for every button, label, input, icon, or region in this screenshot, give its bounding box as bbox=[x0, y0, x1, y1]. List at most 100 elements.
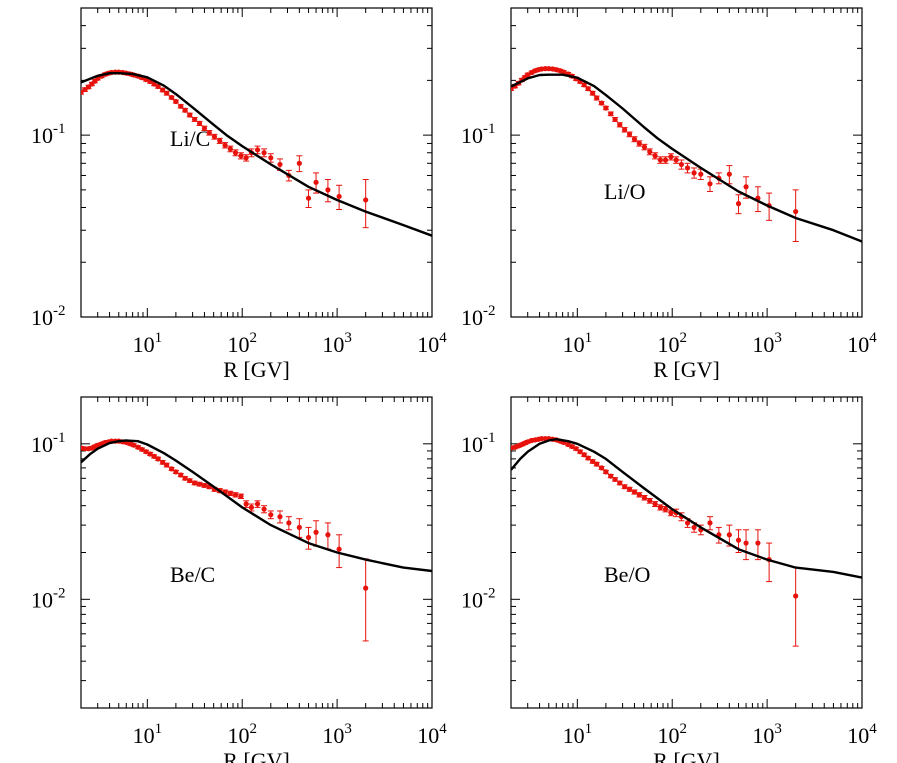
data-point bbox=[178, 103, 184, 109]
data-point bbox=[585, 455, 591, 461]
data-point bbox=[254, 147, 261, 153]
y-tick-label: 10-1 bbox=[31, 430, 66, 457]
panel-be-c: 101 102 103 104 10-2 10-1 R [GV] Be/C bbox=[31, 396, 447, 763]
data-point bbox=[227, 490, 233, 496]
data-point bbox=[268, 512, 274, 518]
data-point bbox=[147, 451, 153, 457]
data-point bbox=[168, 466, 175, 472]
x-axis-label: R [GV] bbox=[223, 748, 290, 763]
data-point bbox=[755, 540, 761, 546]
model-curve bbox=[511, 73, 862, 243]
panel-li-o: 101 102 103 104 10-2 10-1 R [GV] Li/O bbox=[461, 7, 877, 382]
data-point bbox=[238, 493, 244, 499]
x-tick-label: 102 bbox=[227, 721, 257, 748]
data-point bbox=[598, 465, 605, 471]
x-tick-label: 103 bbox=[322, 721, 352, 748]
data-point bbox=[662, 506, 669, 512]
data-point bbox=[192, 480, 198, 486]
x-tick-label: 104 bbox=[847, 721, 877, 748]
ratio-label: Li/O bbox=[604, 179, 646, 204]
data-point bbox=[211, 134, 218, 140]
data-point bbox=[668, 154, 674, 160]
data-point bbox=[691, 170, 697, 176]
data-point bbox=[598, 100, 605, 106]
data-point bbox=[277, 514, 283, 520]
x-tick-label: 104 bbox=[417, 330, 447, 357]
data-point bbox=[743, 540, 749, 546]
data-point bbox=[565, 441, 571, 448]
x-axis-label: R [GV] bbox=[653, 748, 720, 763]
data-point bbox=[196, 120, 203, 127]
model-curve bbox=[81, 72, 432, 237]
data-point bbox=[594, 461, 600, 467]
data-point bbox=[622, 127, 628, 133]
x-tick-label: 102 bbox=[657, 330, 687, 357]
data-point bbox=[691, 524, 697, 531]
data-point bbox=[647, 498, 653, 504]
data-point bbox=[684, 165, 691, 171]
data-point bbox=[227, 146, 233, 152]
data-point bbox=[305, 534, 312, 541]
data-point bbox=[261, 150, 267, 156]
data-point bbox=[612, 116, 618, 123]
data-point bbox=[608, 473, 614, 479]
data-point bbox=[261, 506, 267, 512]
data-point bbox=[248, 504, 255, 510]
data-point bbox=[735, 537, 742, 543]
data-point bbox=[296, 160, 302, 166]
plot-frame bbox=[510, 7, 863, 318]
data-point bbox=[164, 90, 170, 96]
data-point bbox=[684, 520, 691, 526]
data-point bbox=[336, 546, 342, 552]
data-point bbox=[313, 529, 319, 535]
data-point bbox=[201, 125, 208, 131]
data-point bbox=[336, 193, 342, 200]
data-point bbox=[726, 532, 732, 538]
data-point bbox=[155, 83, 161, 90]
data-point bbox=[617, 122, 623, 128]
y-tick-label: 10-1 bbox=[461, 121, 496, 148]
model-curve bbox=[511, 438, 862, 579]
data-point bbox=[201, 482, 208, 489]
data-point bbox=[155, 456, 161, 462]
data-point bbox=[238, 153, 244, 159]
data-point bbox=[254, 501, 261, 507]
data-point bbox=[525, 439, 531, 445]
data-point bbox=[313, 179, 319, 185]
data-point bbox=[657, 504, 663, 510]
data-point bbox=[135, 444, 141, 450]
x-tick-label: 101 bbox=[133, 721, 163, 748]
data-point bbox=[143, 449, 149, 455]
data-point bbox=[678, 161, 685, 168]
data-point bbox=[182, 475, 188, 481]
data-point bbox=[617, 480, 623, 486]
data-point bbox=[305, 195, 312, 201]
plot-frame bbox=[80, 7, 433, 318]
x-tick-label: 103 bbox=[322, 330, 352, 357]
data-point bbox=[525, 72, 531, 78]
data-point bbox=[608, 111, 614, 117]
data-point bbox=[232, 150, 239, 156]
y-tick-label: 10-2 bbox=[31, 585, 66, 612]
x-tick-label: 102 bbox=[657, 721, 687, 748]
y-tick-label: 10-1 bbox=[461, 430, 496, 457]
panel-be-o: 101 102 103 104 10-2 10-1 R [GV] Be/O bbox=[461, 396, 877, 763]
data-point bbox=[277, 161, 283, 168]
data-point bbox=[657, 157, 663, 163]
data-point bbox=[707, 181, 713, 187]
data-point bbox=[622, 484, 628, 490]
data-point bbox=[590, 90, 596, 96]
data-point bbox=[603, 105, 609, 111]
data-point bbox=[793, 208, 799, 215]
data-point bbox=[668, 510, 674, 516]
data-point bbox=[131, 442, 137, 448]
model-curve bbox=[81, 439, 432, 573]
data-point bbox=[325, 532, 331, 538]
data-point bbox=[182, 107, 188, 113]
data-point bbox=[192, 116, 198, 123]
data-point bbox=[743, 184, 749, 190]
x-tick-label: 101 bbox=[563, 721, 593, 748]
data-point bbox=[196, 481, 203, 487]
